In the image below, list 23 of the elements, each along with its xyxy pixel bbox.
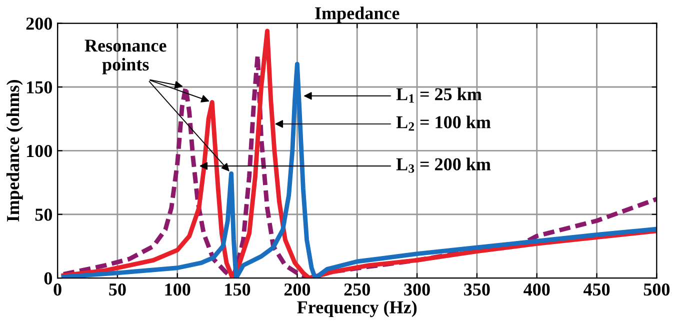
y-tick-label: 150 [27, 81, 52, 94]
x-tick-label: 250 [344, 283, 370, 296]
x-tick-label: 350 [464, 283, 490, 296]
x-tick-label: 450 [583, 283, 610, 296]
x-tick-label: 0 [54, 283, 62, 296]
x-axis-title: Frequency (Hz) [297, 300, 417, 318]
annotation: L$_{1}$ = 25 km [396, 88, 482, 103]
chart-title: Impedance [315, 6, 400, 23]
y-axis-title: Impedance (ohms) [6, 80, 23, 222]
annotation: L$_{2}$ = 100 km [396, 116, 491, 131]
x-tick-label: 150 [225, 283, 250, 296]
annotation: L$_{3}$ = 200 km [396, 158, 491, 173]
x-tick-label: 200 [284, 283, 310, 296]
y-tick-label: 0 [44, 272, 52, 284]
y-tick-label: 200 [26, 18, 52, 30]
x-tick-label: 100 [165, 283, 190, 296]
y-tick-label: 50 [35, 208, 52, 221]
annotation: Resonance points [84, 40, 166, 74]
x-tick-label: 300 [404, 283, 430, 296]
x-tick-label: 500 [644, 283, 670, 296]
x-tick-label: 400 [524, 283, 550, 296]
x-tick-label: 50 [109, 283, 126, 296]
y-tick-label: 100 [27, 144, 52, 158]
